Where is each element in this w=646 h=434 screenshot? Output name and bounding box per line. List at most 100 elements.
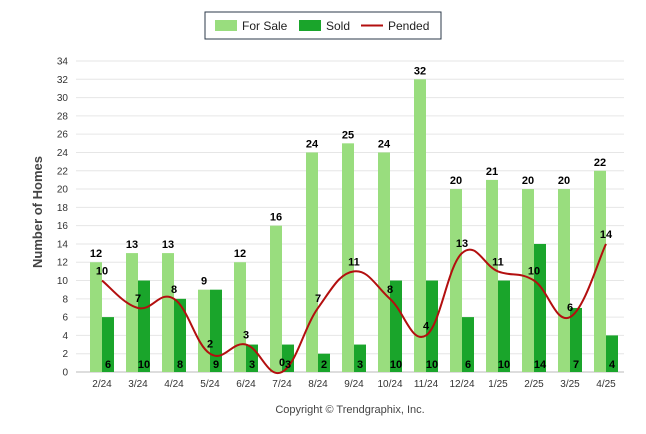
- legend-swatch-sold: [299, 20, 321, 31]
- label-pended: 14: [600, 229, 613, 241]
- bar-for-sale: [450, 189, 462, 372]
- x-tick-label: 11/24: [414, 379, 439, 390]
- bar-sold: [174, 298, 186, 372]
- bar-sold: [138, 280, 150, 372]
- label-sold: 10: [498, 359, 510, 371]
- bar-sold: [606, 335, 618, 372]
- bar-sold: [354, 344, 366, 372]
- bar-for-sale: [486, 179, 498, 372]
- bar-for-sale: [234, 262, 246, 372]
- label-sold: 3: [285, 359, 291, 371]
- y-tick-label: 34: [57, 57, 69, 68]
- y-tick-label: 14: [57, 239, 69, 250]
- legend-swatch-for-sale: [215, 20, 237, 31]
- x-tick-label: 7/24: [272, 379, 292, 390]
- bar-sold: [282, 344, 294, 372]
- label-for-sale: 16: [270, 212, 282, 224]
- bar-for-sale: [378, 152, 390, 372]
- label-sold: 6: [105, 359, 111, 371]
- pended-series-line: [101, 243, 607, 375]
- bar-for-sale: [522, 189, 534, 372]
- x-tick-label: 4/24: [164, 379, 184, 390]
- label-for-sale: 13: [162, 239, 174, 251]
- label-sold: 2: [321, 359, 327, 371]
- bar-sold: [498, 280, 510, 372]
- label-pended: 11: [492, 256, 504, 268]
- label-sold: 14: [534, 359, 547, 371]
- bar-for-sale: [342, 143, 354, 372]
- label-sold: 4: [609, 359, 616, 371]
- label-sold: 9: [213, 359, 219, 371]
- label-for-sale: 13: [126, 239, 138, 251]
- y-tick-label: 0: [62, 368, 68, 379]
- label-pended: 10: [96, 266, 108, 278]
- label-sold: 6: [465, 359, 471, 371]
- label-pended: 0: [279, 357, 285, 369]
- y-tick-label: 10: [57, 276, 69, 287]
- label-for-sale: 9: [201, 276, 207, 288]
- label-sold: 10: [390, 359, 402, 371]
- label-pended: 8: [171, 284, 177, 296]
- pended-line: [101, 243, 607, 375]
- label-pended: 6: [567, 302, 573, 314]
- label-for-sale: 25: [342, 129, 354, 141]
- label-pended: 2: [207, 339, 213, 351]
- y-tick-label: 4: [62, 331, 68, 342]
- bar-for-sale: [558, 189, 570, 372]
- bar-sold: [210, 289, 222, 372]
- y-tick-label: 2: [62, 349, 68, 360]
- y-tick-label: 26: [57, 130, 69, 141]
- bar-for-sale: [306, 152, 318, 372]
- bar-for-sale: [414, 79, 426, 372]
- label-for-sale: 24: [306, 138, 319, 150]
- bar-sold: [102, 317, 114, 372]
- y-tick-label: 12: [57, 258, 69, 269]
- label-sold: 3: [249, 359, 255, 371]
- bar-sold: [570, 307, 582, 372]
- x-tick-label: 2/25: [524, 379, 544, 390]
- y-tick-label: 30: [57, 93, 69, 104]
- legend-label-for-sale: For Sale: [242, 19, 288, 33]
- label-pended: 8: [387, 284, 393, 296]
- data-labels: 1261310138991231632422532410321020621102…: [90, 65, 616, 371]
- x-tick-label: 10/24: [377, 379, 402, 390]
- label-for-sale: 32: [414, 65, 426, 77]
- label-pended: 7: [315, 293, 321, 305]
- x-tick-label: 3/25: [560, 379, 580, 390]
- label-pended: 4: [423, 320, 430, 332]
- bar-for-sale: [198, 289, 210, 372]
- y-tick-label: 28: [57, 111, 69, 122]
- label-for-sale: 20: [522, 175, 534, 187]
- y-tick-label: 32: [57, 75, 69, 86]
- bar-sold: [534, 243, 546, 372]
- bar-for-sale: [270, 225, 282, 372]
- label-sold: 3: [357, 359, 363, 371]
- x-tick-label: 5/24: [200, 379, 220, 390]
- label-sold: 8: [177, 359, 183, 371]
- label-pended: 7: [135, 293, 141, 305]
- label-sold: 10: [138, 359, 150, 371]
- x-axis: 2/24 3/24 4/24 5/24 6/24 7/24 8/24 9/24 10/24 11/…: [92, 379, 616, 390]
- label-for-sale: 20: [558, 175, 570, 187]
- label-pended: 11: [348, 256, 360, 268]
- y-axis-title: Number of Homes: [30, 156, 45, 268]
- x-tick-label: 3/24: [128, 379, 148, 390]
- x-tick-label: 8/24: [308, 379, 328, 390]
- label-pended: 10: [528, 266, 540, 278]
- y-tick-label: 8: [62, 294, 68, 305]
- label-pended: 3: [243, 330, 249, 342]
- label-for-sale: 12: [234, 248, 246, 260]
- label-for-sale: 24: [378, 138, 391, 150]
- label-for-sale: 21: [486, 166, 498, 178]
- label-sold: 7: [573, 359, 579, 371]
- y-tick-label: 22: [57, 166, 69, 177]
- y-tick-label: 6: [62, 313, 68, 324]
- x-tick-label: 9/24: [344, 379, 364, 390]
- legend-box: [204, 11, 442, 40]
- copyright-credit: Copyright © Trendgraphix, Inc.: [275, 404, 424, 416]
- x-tick-label: 12/24: [449, 379, 474, 390]
- x-tick-label: 1/25: [488, 379, 508, 390]
- bar-for-sale: [594, 170, 606, 372]
